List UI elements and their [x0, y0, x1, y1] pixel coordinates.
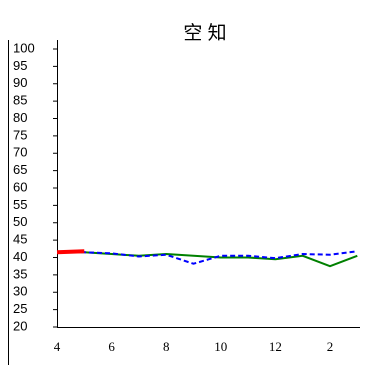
y-tick-label: 65	[13, 162, 27, 177]
y-tick-label: 60	[13, 179, 27, 194]
x-tick-label: 2	[327, 339, 334, 354]
y-tick-label: 50	[13, 214, 27, 229]
x-tick-label: 6	[108, 339, 115, 354]
y-tick-label: 40	[13, 249, 27, 264]
y-tick-label: 90	[13, 75, 27, 90]
series-line	[56, 249, 85, 255]
y-tick-label: 25	[13, 301, 27, 316]
x-tick-label: 4	[54, 339, 61, 354]
y-tick-label: 85	[13, 93, 27, 108]
y-tick-label: 55	[13, 197, 27, 212]
y-tick-label: 80	[13, 110, 27, 125]
y-tick-label: 35	[13, 266, 27, 281]
y-tick-label: 100	[13, 40, 35, 55]
x-tick-label: 12	[269, 339, 282, 354]
x-tick-label: 8	[163, 339, 170, 354]
y-tick-label: 20	[13, 318, 27, 333]
y-tick-label: 75	[13, 127, 27, 142]
y-tick-label: 45	[13, 232, 27, 247]
chart-title: 空 知	[183, 22, 226, 44]
y-tick-label: 95	[13, 58, 27, 73]
y-tick-label: 30	[13, 284, 27, 299]
x-tick-label: 10	[214, 339, 227, 354]
y-tick-label: 70	[13, 145, 27, 160]
series-line	[57, 250, 358, 265]
